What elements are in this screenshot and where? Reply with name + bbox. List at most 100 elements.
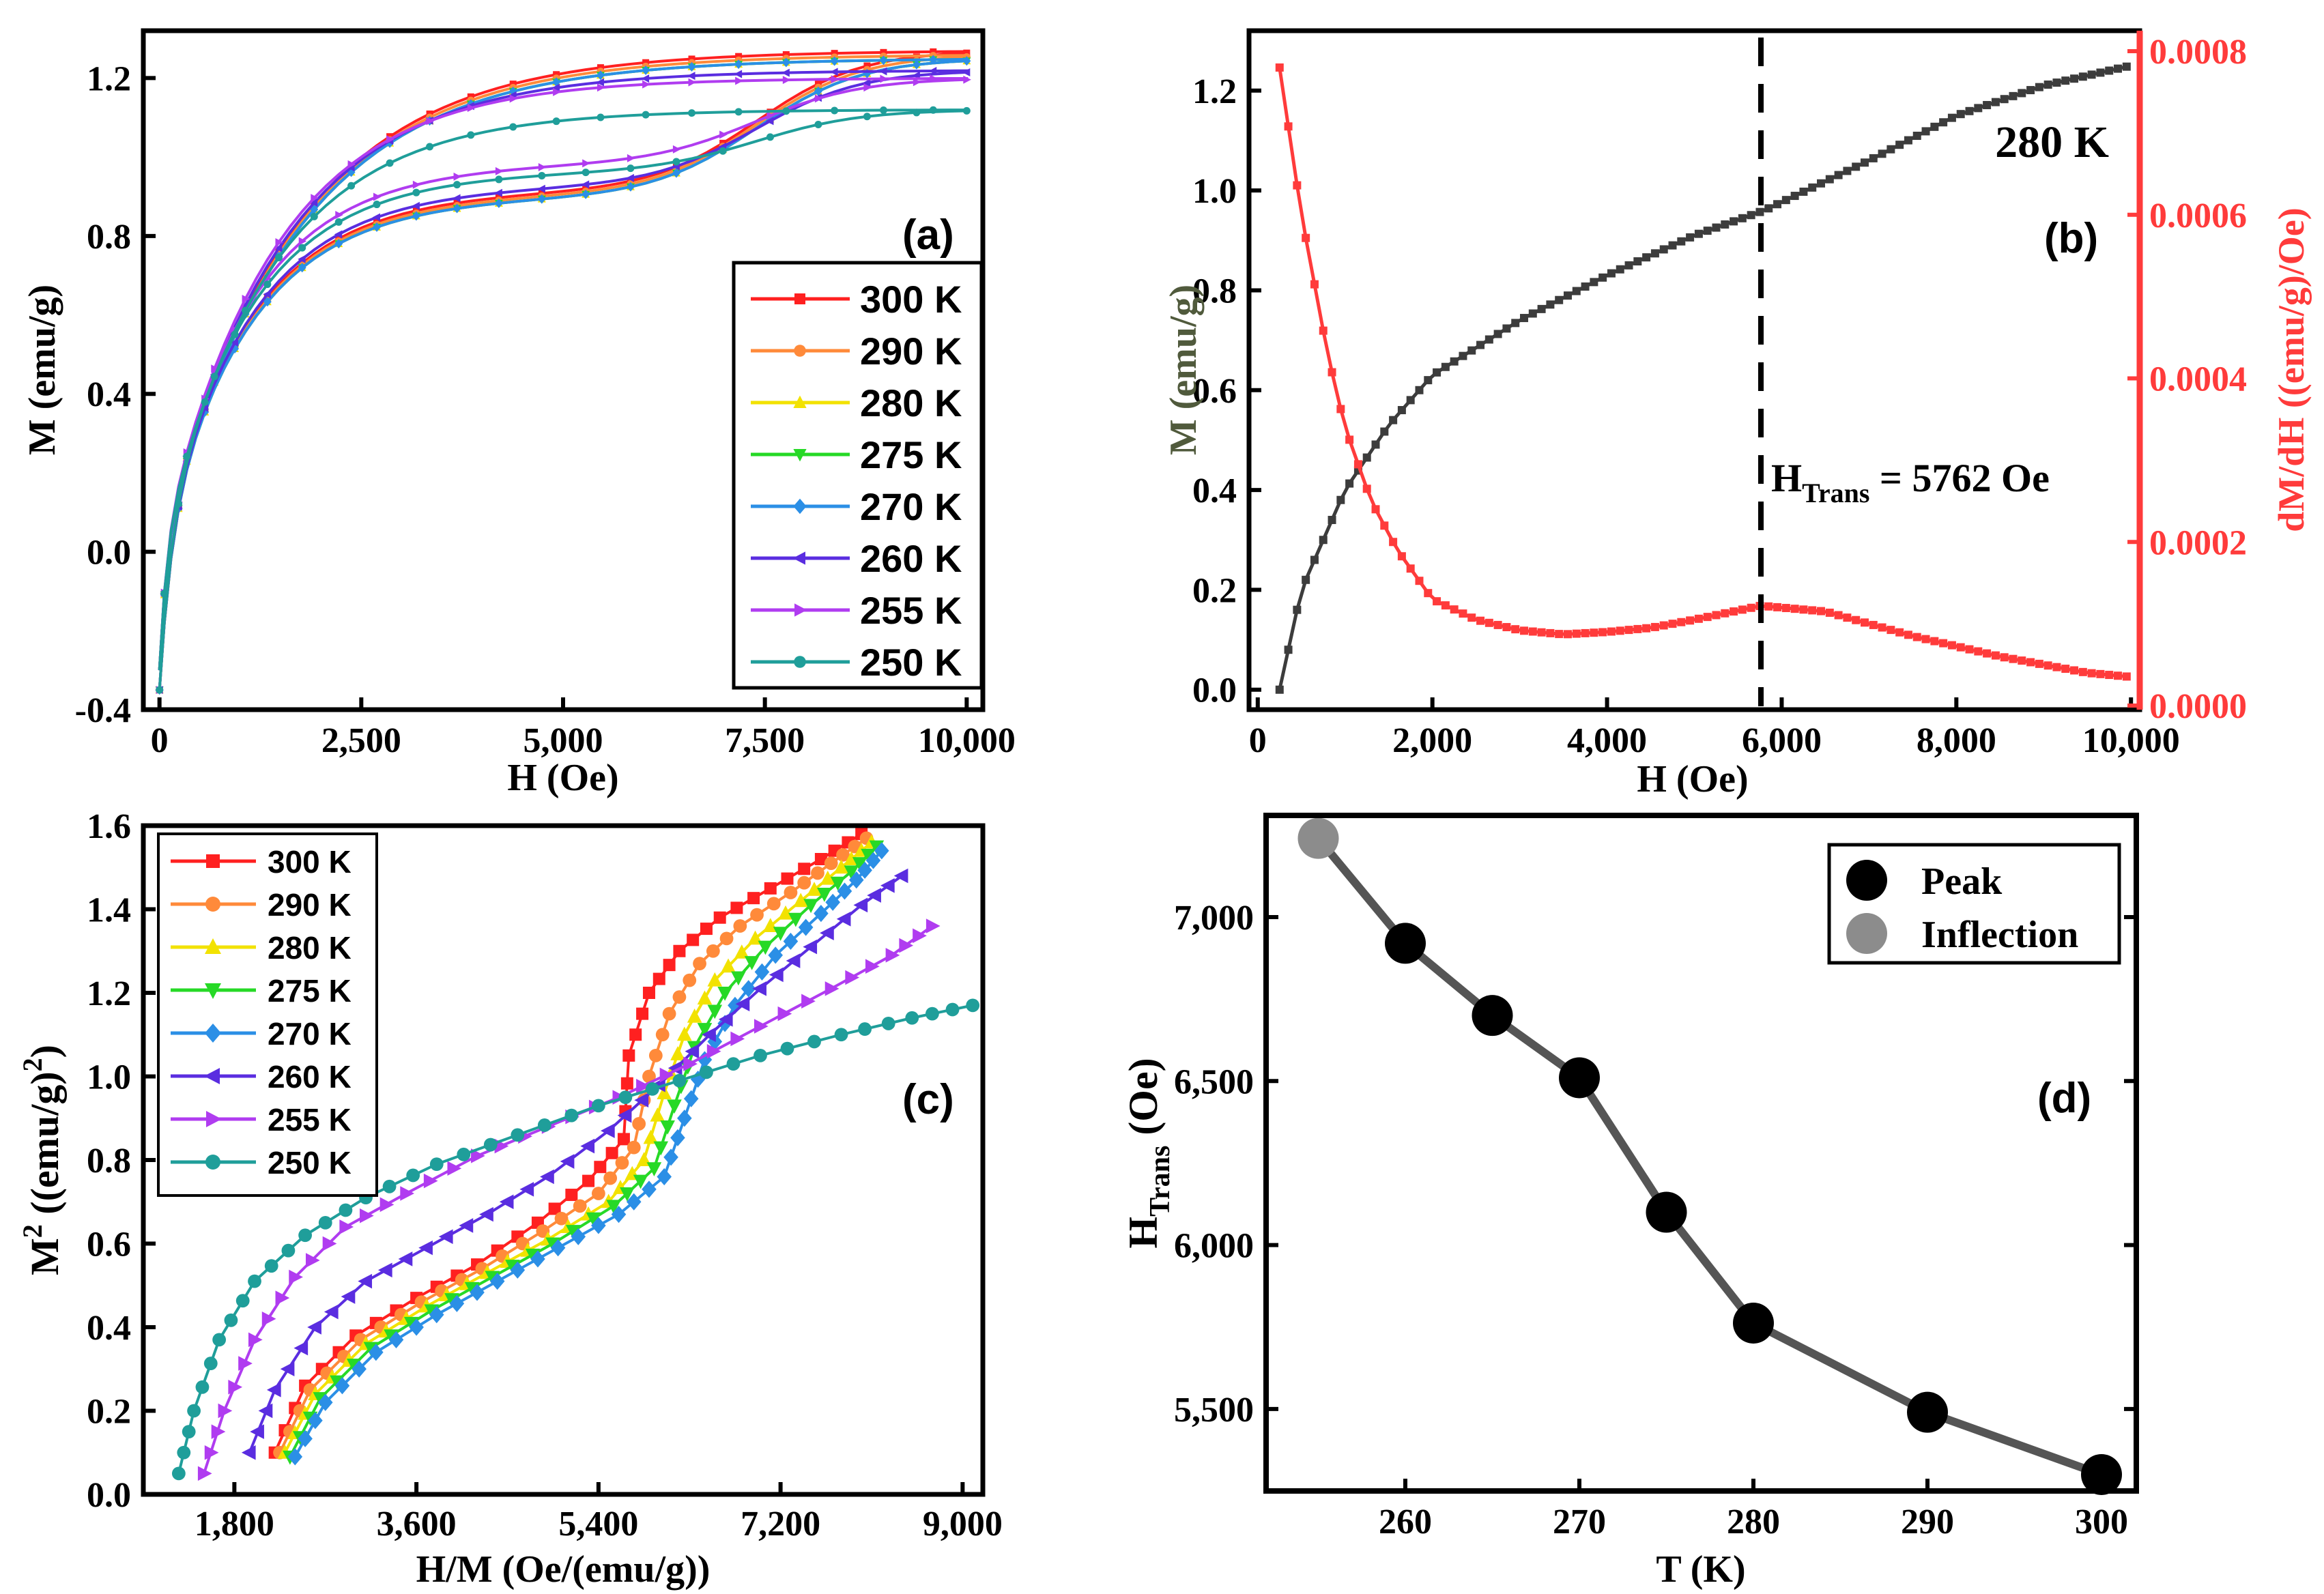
panel-b-point <box>1895 628 1904 637</box>
panel-a-point <box>929 106 937 114</box>
panel-b-point <box>1406 564 1415 573</box>
panel-b-ytick-left-label: 0.0 <box>1192 671 1237 710</box>
panel-c-point <box>636 1078 650 1094</box>
panel-d-peak-point <box>1646 1191 1687 1233</box>
panel-c-point <box>591 1217 606 1234</box>
panel-c-legend-marker <box>204 1068 220 1084</box>
panel-c-point <box>817 888 832 902</box>
panel-b-point <box>1712 611 1721 620</box>
panel-a-point <box>412 211 420 221</box>
panel-a-point <box>688 55 695 63</box>
panel-a-point <box>913 78 921 87</box>
panel-c-point <box>636 1007 649 1020</box>
panel-a-point <box>263 290 271 299</box>
panel-b-point <box>1328 368 1336 377</box>
panel-b-point <box>2026 86 2035 95</box>
panel-d-xtick-label: 280 <box>1727 1503 1780 1541</box>
panel-b-point <box>1650 622 1659 631</box>
panel-c-point <box>663 959 676 972</box>
panel-a-legend-marker <box>793 498 807 515</box>
panel-b-point <box>2122 672 2131 681</box>
panel-c-point <box>693 957 706 971</box>
panel-a-point <box>467 104 476 113</box>
panel-c-point <box>865 959 880 974</box>
panel-a-point <box>453 181 461 189</box>
panel-c-point <box>683 973 697 987</box>
panel-c-ytick-label: 0.8 <box>87 1142 131 1180</box>
panel-b-point <box>1607 627 1616 636</box>
panel-c-point <box>670 1129 685 1146</box>
panel-c-point <box>459 1218 474 1233</box>
panel-b-point <box>1852 162 1861 171</box>
panel-c-point <box>687 933 700 946</box>
panel-b-point <box>1502 623 1511 632</box>
panel-b-point <box>2105 671 2114 680</box>
panel-b-point <box>1642 253 1651 262</box>
panel-b-point <box>1947 113 1956 122</box>
panel-c-point <box>317 1393 333 1411</box>
panel-a-ytick-label: 1.2 <box>87 59 131 98</box>
panel-d-peak-point <box>1907 1391 1948 1433</box>
panel-b-point <box>2009 91 2018 100</box>
panel-b-point <box>1450 357 1459 366</box>
panel-a-legend-marker <box>793 395 807 408</box>
panel-c-point <box>697 1051 713 1069</box>
panel-c-xlabel: H/M (Oe/(emu/g)) <box>416 1548 711 1591</box>
panel-c-ytick-label: 1.6 <box>87 807 131 846</box>
panel-c-point <box>777 1006 792 1021</box>
panel-b-ytick-left-label: 0.8 <box>1192 272 1237 310</box>
panel-a-point <box>156 686 164 694</box>
panel-b-ytick-left-label: 0.6 <box>1192 372 1237 411</box>
panel-a-point <box>373 201 381 209</box>
panel-c-point <box>369 1344 384 1361</box>
panel-c-point <box>203 1357 218 1370</box>
panel-c-legend: 300 K 290 K 280 K 275 K 270 K 260 K 255 K 250 K <box>157 832 378 1197</box>
panel-a-xlabel: H (Oe) <box>507 757 618 799</box>
panel-c-point <box>642 1069 656 1084</box>
panel-c-point <box>730 901 743 914</box>
panel-c-point <box>844 865 859 880</box>
panel-d-peak-point <box>2081 1453 2122 1495</box>
panel-a-point <box>538 171 546 179</box>
panel-b-point <box>2035 83 2043 91</box>
panel-b-ticks: 0 2,000 4,000 6,000 8,000 10,000 0.0 0.2 0.4 0.6 0… <box>1192 33 2247 760</box>
panel-a-point <box>626 173 634 182</box>
panel-a-point <box>412 180 421 189</box>
panel-d-ytick-label: 6,500 <box>1174 1062 1254 1101</box>
panel-b-point <box>1808 606 1817 615</box>
panel-b-point <box>1781 604 1790 613</box>
panel-b-point <box>1721 220 1730 229</box>
panel-b-point <box>1319 326 1328 335</box>
panel-c-point <box>945 1002 960 1017</box>
panel-a-point <box>880 48 887 56</box>
panel-b-point <box>1712 223 1721 232</box>
panel-c-point <box>406 1168 420 1183</box>
panel-a-xtick-label: 10,000 <box>918 721 1016 760</box>
panel-b-point <box>1397 552 1406 561</box>
panel-d-xlabel: T (K) <box>1656 1548 1745 1591</box>
panel-c-point <box>382 1179 397 1193</box>
panel-c-point <box>834 1028 848 1042</box>
panel-c-point <box>885 948 900 963</box>
panel-c-point <box>573 1199 587 1213</box>
panel-a-point <box>878 67 887 76</box>
panel-b-point <box>1284 646 1293 654</box>
panel-a-point <box>642 80 650 89</box>
panel-a-point <box>494 188 502 197</box>
panel-a-point <box>912 59 921 70</box>
panel-a-point <box>242 294 250 303</box>
panel-b-point <box>1668 241 1677 250</box>
panel-c-point <box>537 1118 551 1132</box>
panel-a-point <box>830 56 839 66</box>
panel-c-point <box>663 1148 678 1166</box>
panel-c-point <box>706 1043 721 1059</box>
panel-d-frame <box>1263 813 2139 1494</box>
panel-b-point <box>1493 620 1502 629</box>
panel-a-legend-label: 270 K <box>860 485 962 528</box>
panel-b-point <box>1677 237 1686 246</box>
panel-a-point <box>553 71 560 78</box>
panel-a-point <box>781 68 790 77</box>
panel-a-point <box>642 59 650 66</box>
panel-c-point <box>784 886 798 899</box>
panel-c-point <box>258 1403 273 1419</box>
